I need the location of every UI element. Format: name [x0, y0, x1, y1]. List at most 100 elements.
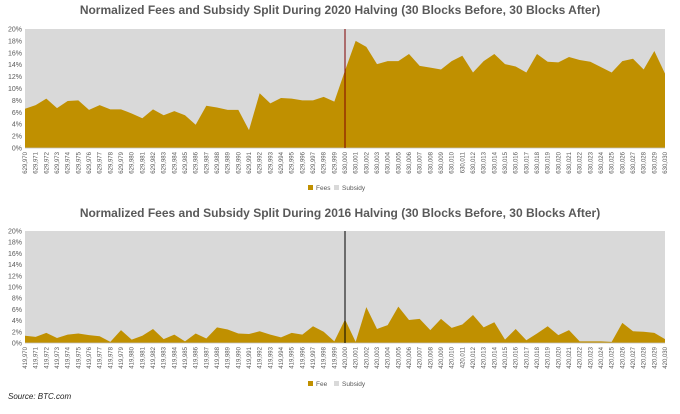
chart2-legend-subsidy-label: Subsidy [342, 381, 366, 388]
chart1-xtick-label: 629,986 [194, 151, 200, 173]
chart2-xtick-label: 419,976 [87, 346, 93, 368]
chart2-legend-subsidy-swatch [334, 381, 339, 386]
chart1-xtick-label: 629,971 [34, 151, 40, 173]
chart1-xtick-label: 629,980 [130, 151, 136, 173]
chart2-xtick-label: 420,010 [450, 346, 456, 368]
chart2-ytick-label: 12% [8, 273, 22, 280]
chart1-legend-subsidy-label: Subsidy [342, 185, 366, 192]
chart1-xtick-label: 630,008 [428, 151, 434, 173]
chart2-ytick-label: 8% [12, 296, 22, 303]
chart2-xtick-label: 419,975 [76, 346, 82, 368]
chart1-xtick-label: 629,992 [258, 151, 264, 173]
chart2-xtick-label: 419,988 [215, 346, 221, 368]
chart2-xtick-label: 419,973 [55, 346, 61, 368]
chart1-xtick-label: 630,026 [620, 151, 626, 173]
chart2-xtick-label: 419,974 [66, 346, 72, 368]
chart2-xtick-label: 419,972 [44, 346, 50, 368]
chart1-legend-fee-label: Fees [316, 185, 331, 192]
chart1-xtick-label: 629,989 [226, 151, 232, 173]
chart2-ytick-label: 6% [12, 307, 22, 314]
chart1-xtick-label: 630,021 [567, 151, 573, 173]
chart1-xtick-label: 630,018 [535, 151, 541, 173]
chart2-xtick-label: 420,007 [418, 346, 424, 368]
chart1-xtick-label: 630,004 [386, 151, 392, 173]
chart1-title: Normalized Fees and Subsidy Split During… [80, 3, 600, 17]
chart1-xtick-label: 630,001 [354, 151, 360, 173]
chart1-xtick-label: 630,023 [588, 151, 594, 173]
chart2-xtick-label: 420,005 [396, 346, 402, 368]
chart2-xtick-label: 420,026 [620, 346, 626, 368]
chart1-xtick-label: 630,013 [482, 151, 488, 173]
chart2-xtick-label: 420,025 [610, 346, 616, 368]
chart2-xtick-label: 419,983 [162, 346, 168, 368]
chart1-ytick-label: 14% [8, 62, 22, 69]
chart2-ytick-label: 14% [8, 262, 22, 269]
chart1-xtick-label: 629,984 [172, 151, 178, 173]
chart1-ytick-label: 12% [8, 74, 22, 81]
chart1-xtick-label: 630,003 [375, 151, 381, 173]
chart2-xtick-label: 419,984 [172, 346, 178, 368]
chart2-xtick-label: 420,013 [482, 346, 488, 368]
chart1-xtick-label: 630,015 [503, 151, 509, 173]
chart1-xtick-label: 630,025 [610, 151, 616, 173]
chart2-ytick-label: 16% [8, 251, 22, 258]
chart2-xtick-label: 420,018 [535, 346, 541, 368]
chart1-xtick-label: 629,996 [300, 151, 306, 173]
chart2-xtick-label: 419,994 [279, 346, 285, 368]
chart2-xtick-label: 420,020 [556, 346, 562, 368]
chart2-xtick-label: 420,016 [514, 346, 520, 368]
chart2-xtick-label: 420,014 [492, 346, 498, 368]
chart2-xtick-label: 419,996 [300, 346, 306, 368]
chart2-ytick-label: 4% [12, 318, 22, 325]
chart2-xtick-label: 420,015 [503, 346, 509, 368]
chart1-legend: Fees Subsidy [308, 185, 366, 192]
chart1-xtick-label: 629,985 [183, 151, 189, 173]
chart2-ytick-label: 20% [8, 229, 22, 236]
chart1-ytick-label: 6% [12, 110, 22, 117]
chart1: Normalized Fees and Subsidy Split During… [8, 3, 669, 192]
chart2-xtick-label: 420,024 [599, 346, 605, 368]
chart1-legend-fee-swatch [308, 185, 313, 190]
chart2-xtick-label: 420,022 [578, 346, 584, 368]
chart2-xtick-label: 419,997 [311, 346, 317, 368]
chart2-xtick-label: 420,028 [642, 346, 648, 368]
chart1-xtick-label: 630,029 [652, 151, 658, 173]
chart1-legend-subsidy-swatch [334, 185, 339, 190]
chart2-xtick-label: 420,019 [546, 346, 552, 368]
chart1-xtick-label: 629,990 [236, 151, 242, 173]
chart1-xtick-label: 630,002 [364, 151, 370, 173]
chart1-xtick-label: 629,975 [76, 151, 82, 173]
chart1-xtick-label: 630,000 [343, 151, 349, 173]
chart2-xtick-label: 420,004 [386, 346, 392, 368]
chart1-ytick-label: 18% [8, 38, 22, 45]
chart2-xtick-label: 419,987 [204, 346, 210, 368]
chart2-xtick-label: 419,989 [226, 346, 232, 368]
chart1-xtick-label: 629,995 [290, 151, 296, 173]
chart2-xtick-label: 420,012 [471, 346, 477, 368]
chart1-ytick-label: 16% [8, 50, 22, 57]
chart2-xtick-label: 419,981 [140, 346, 146, 368]
chart1-xtick-label: 629,978 [108, 151, 114, 173]
chart2-title: Normalized Fees and Subsidy Split During… [80, 206, 600, 220]
chart2-ytick-label: 2% [12, 329, 22, 336]
chart2-xtick-label: 419,970 [23, 346, 29, 368]
chart1-xtick-label: 630,009 [439, 151, 445, 173]
chart1-xtick-label: 630,012 [471, 151, 477, 173]
chart1-xtick-label: 629,974 [66, 151, 72, 173]
chart1-xtick-label: 629,970 [23, 151, 29, 173]
chart1-xtick-label: 630,027 [631, 151, 637, 173]
chart2-xtick-label: 420,017 [524, 346, 530, 368]
chart1-xtick-label: 630,024 [599, 151, 605, 173]
chart1-xtick-label: 630,022 [578, 151, 584, 173]
chart2-xtick-label: 419,985 [183, 346, 189, 368]
chart1-xtick-label: 630,005 [396, 151, 402, 173]
chart2-xtick-label: 420,002 [364, 346, 370, 368]
chart2-xtick-label: 420,006 [407, 346, 413, 368]
chart2: Normalized Fees and Subsidy Split During… [8, 206, 669, 388]
chart2-xtick-label: 419,986 [194, 346, 200, 368]
chart1-xtick-label: 629,976 [87, 151, 93, 173]
chart1-xtick-label: 629,988 [215, 151, 221, 173]
chart2-xtick-label: 420,021 [567, 346, 573, 368]
